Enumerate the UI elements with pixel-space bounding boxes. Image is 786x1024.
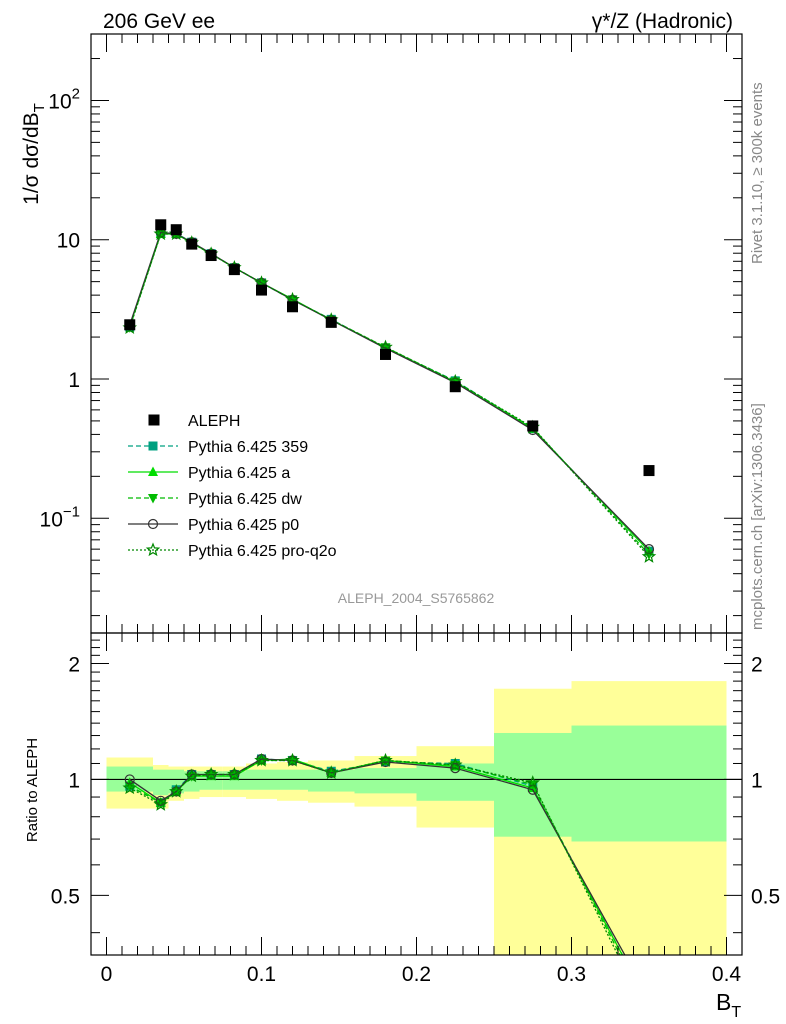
xtick-label-0: 0 [101,963,113,986]
legend-marker-pp0 [147,518,159,530]
ratio-point-p359-12 [645,1000,654,1009]
xtick-label-1: 0.1 [247,963,276,986]
ratio-ytick-label-right-0: 0.5 [751,885,780,908]
data-point-7 [287,301,298,313]
legend: ALEPH Pythia 6.425 359 Pythia 6.425 a Pythi… [128,413,337,560]
data-point-11 [527,420,539,432]
ratio-point-pq2o-5 [227,766,242,781]
header-left: 206 GeV ee [103,10,215,33]
ratio-point-pq2o-8 [323,765,339,780]
legend-marker-pq2o [145,542,161,557]
watermark: ALEPH_2004_S5765862 [338,590,495,606]
data-point-12 [643,465,655,477]
main-ytick-label-base-2: 1 [68,369,80,392]
y-axis-label-main-text: 1/σ dσ/dB [20,112,43,204]
legend-label-pp0: Pythia 6.425 p0 [188,517,299,534]
ratio-point-pq2o-9 [378,752,393,767]
legend-label-data: ALEPH [188,413,240,430]
legend-label-p359: Pythia 6.425 359 [188,439,308,456]
data-point-5 [228,264,240,276]
band-inner-1 [153,769,169,796]
legend-label-pa: Pythia 6.425 a [188,465,290,482]
data-point-8 [325,316,337,328]
data-point-2 [170,224,182,236]
ratio-ytick-label-right-1: 1 [751,769,763,792]
ratio-ytick-label-left-2: 2 [68,653,80,676]
data-point-3 [186,238,198,250]
xtick-label-2: 0.2 [402,963,431,986]
ratio-point-pq2o-11 [525,775,541,789]
xtick-label-4: 0.4 [712,963,742,986]
data-point-9 [380,348,391,360]
legend-label-pdw: Pythia 6.425 dw [188,491,302,508]
main-ytick-label-0: 102 [48,85,80,113]
ratio-point-pq2o-12 [643,1012,654,1023]
main-ytick-label-exp-3: −1 [63,503,80,520]
band-inner-9 [354,768,417,794]
x-axis-label-text: B [716,989,731,1015]
ratio-point-pdw-0 [124,782,135,792]
main-ytick-label-exp-0: 2 [72,85,80,102]
data-point-4 [205,250,217,262]
header-right: γ*/Z (Hadronic) [592,10,733,33]
ratio-point-pq2o-4 [203,766,219,781]
side-text-rivet: Rivet 3.1.10, ≥ 300k events [749,82,766,264]
ratio-plot-area [122,752,654,1023]
ratio-ytick-label-right-2: 2 [751,653,763,676]
ratio-point-pp0-10 [450,763,461,774]
band-inner-12 [571,725,727,842]
main-ytick-label-3: 10−1 [40,503,80,531]
ratio-point-pq2o-0 [122,780,138,795]
ratio-ytick-label-left-0: 0.5 [51,885,80,908]
data-point-0 [124,319,136,331]
legend-marker-p359 [148,441,158,451]
y-axis-label-main-sub: T [31,103,48,112]
ratio-point-pq2o-6 [254,752,269,767]
x-axis-label: BT [716,989,741,1021]
ratio-point-pq2o-7 [285,752,300,767]
series-line-pq2o [129,233,650,558]
data-point-6 [256,284,267,296]
main-ytick-label-base-3: 10 [40,508,63,531]
legend-marker-pa [148,466,158,476]
data-point-1 [155,219,167,231]
ratio-point-pdw-12 [644,1007,654,1017]
x-axis-label-sub: T [731,1004,741,1021]
ratio-point-pq2o-2 [168,783,184,798]
ratio-point-pp0-12 [645,994,654,1003]
series-point-pq2o-12 [641,549,657,563]
ratio-ytick-label-left-1: 1 [68,769,80,792]
band-inner-8 [308,769,355,792]
axis-ticks [91,33,742,955]
main-ytick-label-base-1: 10 [57,230,80,253]
ratio-point-pdw-1 [155,798,166,809]
legend-marker-data [148,414,160,426]
series-point-pp0-12 [643,544,655,555]
series-point-pq2o-1 [153,226,169,241]
ratio-point-pa-12 [644,999,654,1009]
main-ytick-label-1: 10 [57,230,80,253]
main-plot-area [122,219,657,563]
legend-label-pq2o: Pythia 6.425 pro-q2o [188,543,337,560]
ratio-uncertainty-bands [91,681,742,955]
ratio-point-pq2o-3 [184,768,200,783]
side-text-mcplots: mcplots.cern.ch [arXiv:1306.3436] [749,403,766,630]
data-point-10 [449,381,461,393]
y-axis-label-ratio: Ratio to ALEPH [24,738,41,842]
ratio-point-pp0-0 [124,774,135,785]
y-axis-label-main: 1/σ dσ/dBT [20,103,48,205]
main-ytick-label-base-0: 10 [48,90,71,113]
legend-marker-pdw [148,494,158,504]
ratio-point-pq2o-1 [153,796,169,811]
main-ytick-label-2: 1 [68,369,80,392]
xtick-label-3: 0.3 [557,963,586,986]
ratio-point-pq2o-10 [447,757,463,772]
